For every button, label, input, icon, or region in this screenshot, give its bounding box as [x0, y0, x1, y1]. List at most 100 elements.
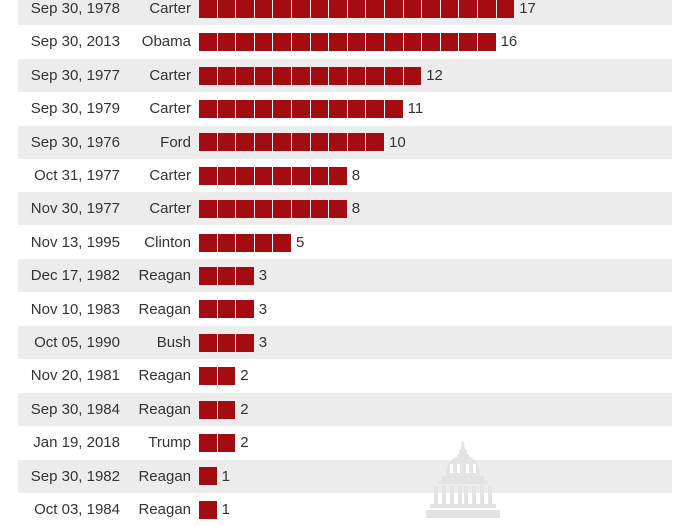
bar-day-cell: [217, 166, 236, 185]
data-label: 1: [221, 467, 230, 485]
data-label: 3: [258, 267, 268, 285]
date-label: Sep 30, 1978: [30, 0, 120, 17]
president-label: Reagan: [138, 367, 191, 385]
bar-day-cell: [366, 33, 384, 52]
bar-day-cell: [292, 0, 310, 18]
data-label: 3: [258, 334, 268, 351]
bar-day-cell: [236, 333, 254, 352]
table-row: [18, 259, 672, 293]
president-label: Carter: [149, 66, 191, 84]
bar-day-cell: [199, 133, 217, 152]
bar-day-cell: [440, 33, 459, 52]
date-label: Sep 30, 2013: [30, 33, 120, 51]
date-label: Jan 19, 2018: [33, 434, 120, 452]
bar-day-cell: [292, 166, 310, 185]
president-label: Carter: [149, 167, 191, 184]
data-label: 12: [426, 66, 443, 84]
bar-day-cell: [422, 33, 440, 52]
date-label: Sep 30, 1982: [30, 467, 120, 485]
bar-day-cell: [217, 367, 236, 386]
date-label: Sep 30, 1984: [30, 400, 120, 418]
data-label: 2: [240, 367, 249, 385]
bar-day-cell: [199, 266, 217, 285]
bar-day-cell: [199, 166, 217, 185]
bar-day-cell: [199, 500, 217, 519]
data-label: 17: [519, 0, 536, 17]
bar-day-cell: [310, 33, 329, 52]
president-label: Clinton: [144, 233, 191, 251]
bar-day-cell: [310, 99, 329, 118]
president-label: Reagan: [138, 300, 191, 318]
date-label: Oct 31, 1977: [34, 167, 120, 184]
bar-day-cell: [273, 233, 291, 252]
bar-day-cell: [347, 133, 366, 152]
bar-day-cell: [217, 66, 236, 85]
bar-day-cell: [347, 33, 366, 52]
bar-day-cell: [199, 66, 217, 85]
president-label: Carter: [149, 100, 191, 118]
data-label: 2: [240, 400, 249, 418]
bar-day-cell: [329, 0, 347, 18]
bar-day-cell: [385, 0, 403, 18]
data-label: 3: [258, 300, 268, 318]
bar-day-cell: [440, 0, 459, 18]
bar-day-cell: [254, 99, 273, 118]
date-label: Dec 17, 1982: [30, 267, 120, 285]
bar-day-cell: [366, 133, 384, 152]
president-label: Carter: [149, 0, 191, 17]
bar-day-cell: [478, 33, 496, 52]
date-label: Nov 30, 1977: [30, 200, 120, 218]
date-label: Sep 30, 1976: [30, 133, 120, 151]
date-label: Nov 13, 1995: [30, 233, 120, 251]
bar-day-cell: [217, 433, 236, 452]
bar-day-cell: [292, 66, 310, 85]
bar-day-cell: [366, 0, 384, 18]
bar-day-cell: [273, 200, 291, 219]
bar-day-cell: [254, 200, 273, 219]
bar-day-cell: [459, 33, 477, 52]
bar-day-cell: [236, 66, 254, 85]
bar-day-cell: [254, 233, 273, 252]
bar-day-cell: [236, 133, 254, 152]
bar-day-cell: [347, 66, 366, 85]
bar-day-cell: [199, 400, 217, 419]
bar-day-cell: [199, 433, 217, 452]
bar-day-cell: [236, 300, 254, 319]
bar-day-cell: [254, 33, 273, 52]
bar-day-cell: [292, 133, 310, 152]
bar-day-cell: [217, 33, 236, 52]
bar-day-cell: [273, 66, 291, 85]
bar-day-cell: [329, 66, 347, 85]
bar-day-cell: [217, 233, 236, 252]
bar-day-cell: [236, 33, 254, 52]
bar-day-cell: [273, 33, 291, 52]
bar-day-cell: [329, 166, 347, 185]
bar-day-cell: [385, 66, 403, 85]
bar-day-cell: [236, 233, 254, 252]
bar-day-cell: [217, 266, 236, 285]
bar-day-cell: [478, 0, 496, 18]
bar-day-cell: [199, 367, 217, 386]
bar-day-cell: [385, 33, 403, 52]
bar-day-cell: [217, 200, 236, 219]
bar-day-cell: [329, 200, 347, 219]
bar-day-cell: [329, 33, 347, 52]
data-label: 11: [407, 100, 424, 118]
bar-day-cell: [236, 200, 254, 219]
bar-day-cell: [217, 300, 236, 319]
president-label: Reagan: [138, 467, 191, 485]
bar-day-cell: [310, 133, 329, 152]
bar-day-cell: [459, 0, 477, 18]
president-label: Ford: [160, 133, 191, 151]
bar-day-cell: [422, 0, 440, 18]
date-label: Nov 10, 1983: [30, 300, 120, 318]
bar-day-cell: [199, 467, 217, 486]
bar-day-cell: [217, 133, 236, 152]
bar-day-cell: [199, 333, 217, 352]
data-label: 5: [296, 233, 305, 251]
president-label: Bush: [156, 334, 191, 351]
data-label: 16: [500, 33, 518, 51]
bar-day-cell: [366, 66, 384, 85]
bar-day-cell: [273, 99, 291, 118]
bar-day-cell: [199, 233, 217, 252]
